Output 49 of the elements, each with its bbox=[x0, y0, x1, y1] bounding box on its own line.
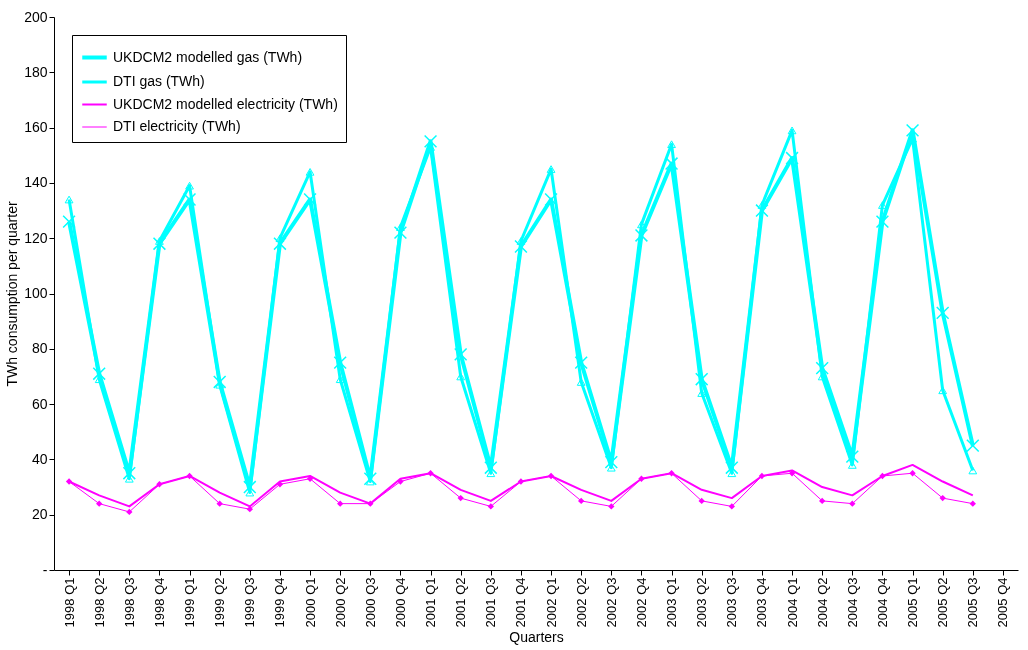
x-tick-label: 2002 Q4 bbox=[633, 577, 649, 628]
x-tick-label: 1999 Q1 bbox=[182, 577, 198, 628]
x-tick-label: 2002 Q3 bbox=[603, 577, 619, 628]
x-tick-label: 2000 Q4 bbox=[392, 577, 408, 628]
y-tick-label: 40 bbox=[31, 450, 48, 467]
x-tick-label: 2005 Q2 bbox=[935, 577, 951, 628]
y-tick-label: - bbox=[42, 561, 48, 578]
x-tick-label: 1998 Q3 bbox=[121, 577, 137, 628]
x-tick-label: 2005 Q1 bbox=[905, 577, 921, 628]
y-tick-label: 20 bbox=[31, 506, 48, 523]
x-tick-label: 1999 Q4 bbox=[272, 577, 288, 628]
x-tick-label: 2002 Q2 bbox=[573, 577, 589, 628]
x-tick-label: 2001 Q3 bbox=[483, 577, 499, 628]
x-tick-label: 1998 Q2 bbox=[91, 577, 107, 628]
y-tick-label: 200 bbox=[24, 8, 48, 25]
x-tick-label: 2001 Q2 bbox=[453, 577, 469, 628]
x-tick-label: 2001 Q1 bbox=[423, 577, 439, 628]
y-tick-label: 180 bbox=[24, 63, 48, 80]
x-tick-label: 2005 Q3 bbox=[965, 577, 981, 628]
y-axis-title: TWh consumption per quarter bbox=[4, 201, 21, 387]
x-tick-label: 2003 Q4 bbox=[754, 577, 770, 628]
x-axis-title: Quarters bbox=[509, 629, 564, 646]
x-tick-label: 2004 Q4 bbox=[874, 577, 890, 628]
y-tick-label: 160 bbox=[24, 119, 48, 136]
x-tick-label: 2000 Q2 bbox=[332, 577, 348, 628]
x-tick-label: 2000 Q1 bbox=[302, 577, 318, 628]
y-tick-label: 80 bbox=[31, 340, 48, 357]
y-tick-label: 140 bbox=[24, 174, 48, 191]
x-tick-label: 1998 Q4 bbox=[151, 577, 167, 628]
x-tick-label: 1999 Q3 bbox=[242, 577, 258, 628]
x-tick-label: 2004 Q3 bbox=[844, 577, 860, 628]
y-tick-label: 120 bbox=[24, 229, 48, 246]
y-tick-label: 60 bbox=[31, 395, 48, 412]
y-tick-label: 100 bbox=[24, 285, 48, 301]
x-tick-label: 2003 Q3 bbox=[724, 577, 740, 628]
legend-label: UKDCM2 modelled gas (TWh) bbox=[113, 48, 303, 65]
x-tick-label: 2004 Q1 bbox=[784, 577, 800, 628]
x-tick-label: 2002 Q1 bbox=[543, 577, 559, 628]
x-tick-label: 2003 Q2 bbox=[694, 577, 710, 628]
x-tick-label: 1999 Q2 bbox=[212, 577, 228, 628]
x-tick-label: 2003 Q1 bbox=[664, 577, 680, 628]
x-tick-label: 2000 Q3 bbox=[362, 577, 378, 628]
x-tick-label: 2005 Q4 bbox=[995, 577, 1011, 628]
legend-label: DTI electricity (TWh) bbox=[113, 118, 241, 134]
legend-label: DTI gas (TWh) bbox=[113, 73, 205, 89]
x-tick-label: 1998 Q1 bbox=[61, 577, 77, 628]
x-tick-label: 2004 Q2 bbox=[814, 577, 830, 628]
legend-label: UKDCM2 modelled electricity (TWh) bbox=[113, 95, 338, 112]
x-tick-label: 2001 Q4 bbox=[513, 577, 529, 628]
